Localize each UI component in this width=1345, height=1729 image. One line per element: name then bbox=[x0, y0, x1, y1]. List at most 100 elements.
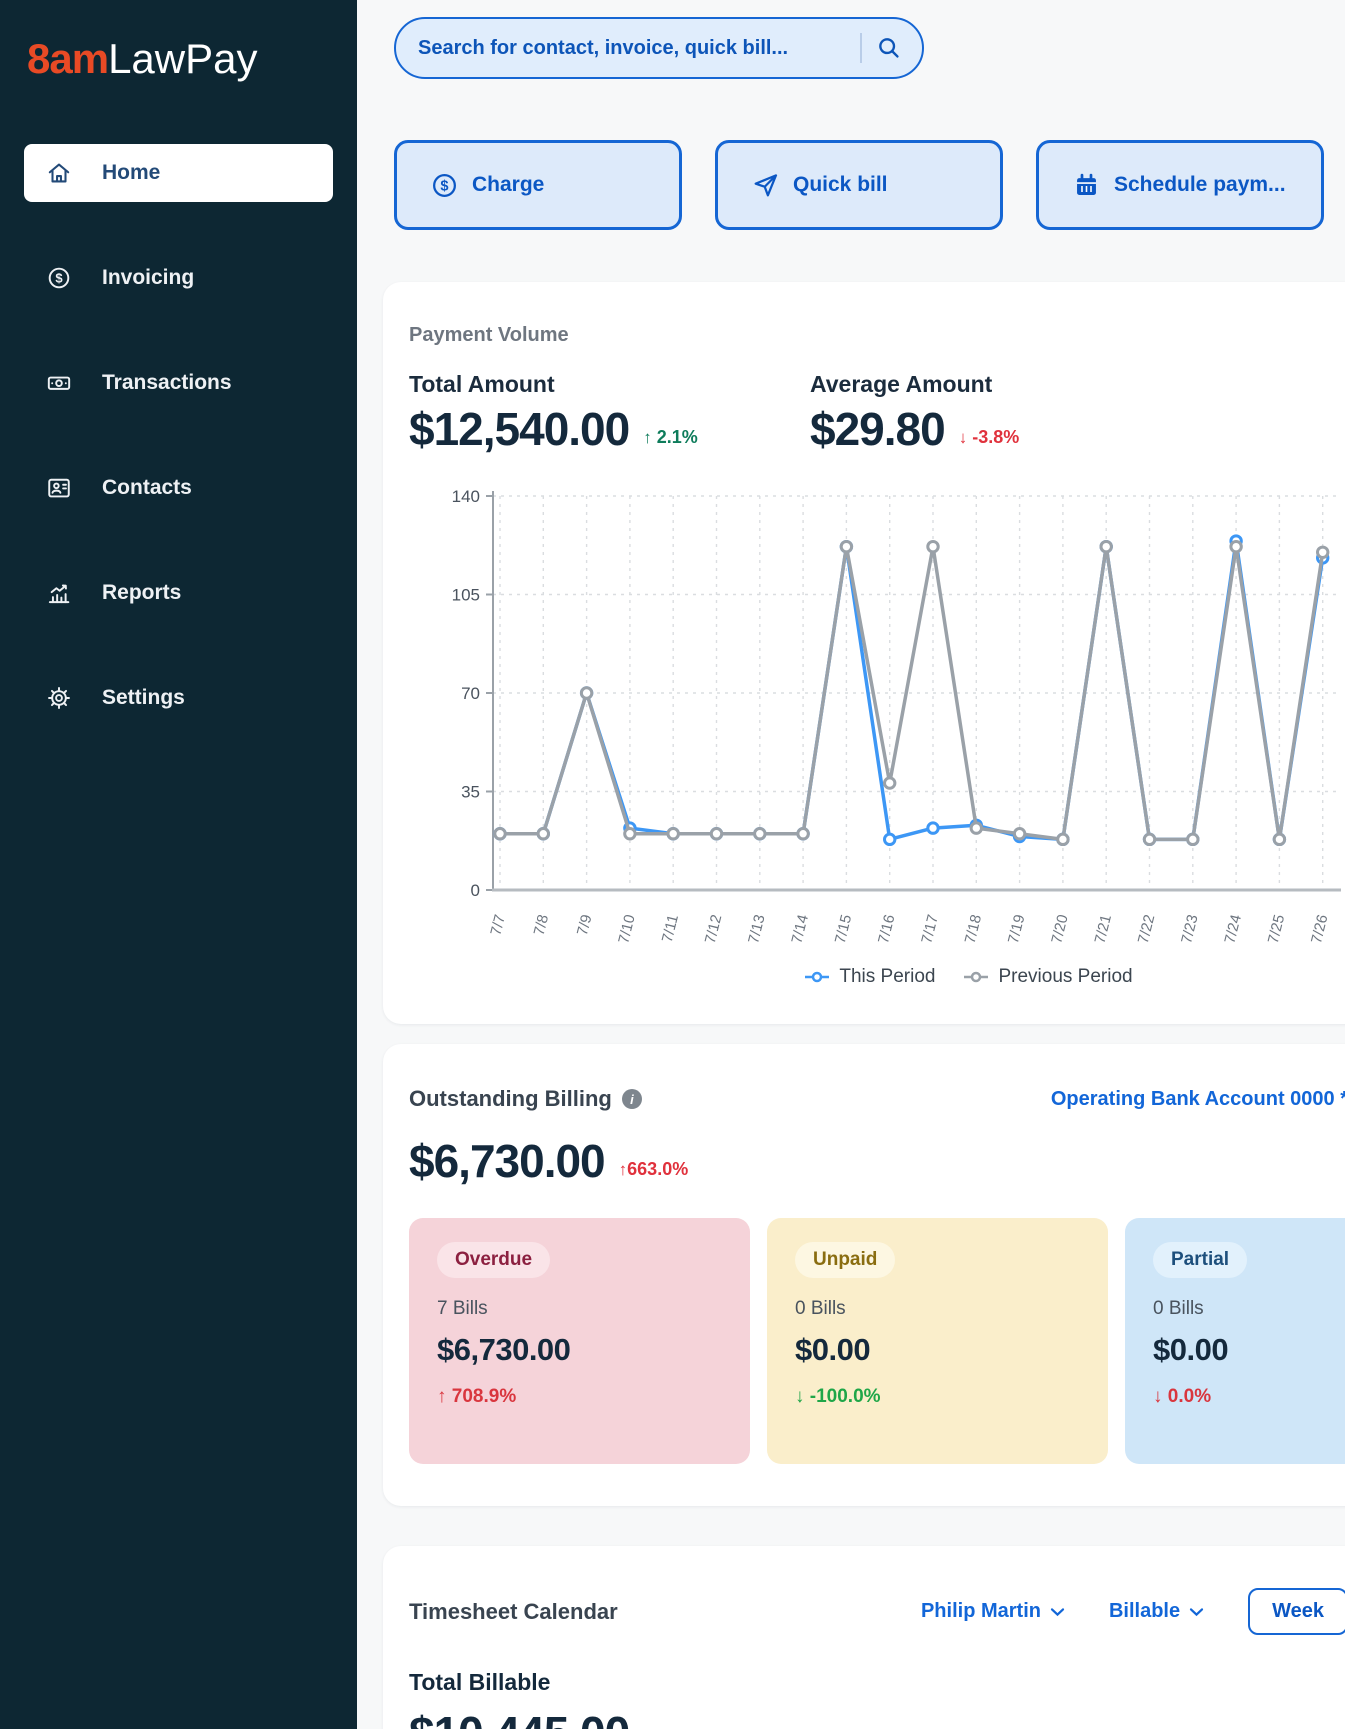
calendar-icon bbox=[1073, 172, 1100, 199]
svg-text:0: 0 bbox=[471, 881, 480, 900]
legend-this-period[interactable]: This Period bbox=[804, 966, 935, 988]
svg-text:7/17: 7/17 bbox=[918, 913, 942, 945]
sidebar-item-label: Contacts bbox=[102, 476, 192, 499]
up-arrow-icon: ↑ bbox=[618, 1160, 628, 1179]
overdue-card[interactable]: Overdue 7 Bills $6,730.00 ↑ 708.9% bbox=[409, 1218, 750, 1464]
app-logo: 8amLawPay bbox=[24, 36, 333, 82]
overdue-bills-count: 7 Bills bbox=[437, 1298, 488, 1319]
main-content: Search for contact, invoice, quick bill.… bbox=[357, 0, 1345, 1729]
svg-text:70: 70 bbox=[461, 684, 480, 703]
legend-previous-period[interactable]: Previous Period bbox=[963, 966, 1133, 988]
svg-text:7/21: 7/21 bbox=[1092, 913, 1116, 945]
svg-text:7/7: 7/7 bbox=[487, 913, 509, 937]
outstanding-billing-title: Outstanding Billing bbox=[409, 1086, 612, 1111]
total-amount-label: Total Amount bbox=[409, 371, 555, 397]
down-arrow-icon: ↓ bbox=[1153, 1386, 1163, 1407]
timesheet-calendar-card: Timesheet Calendar Philip Martin Billabl… bbox=[383, 1546, 1345, 1729]
svg-text:105: 105 bbox=[452, 586, 480, 605]
payment-volume-stats: Total Amount $12,540.00 ↑ 2.1% Average A… bbox=[409, 371, 1345, 456]
quick-bill-button[interactable]: Quick bill bbox=[715, 140, 1003, 230]
svg-text:7/24: 7/24 bbox=[1221, 913, 1245, 945]
svg-text:140: 140 bbox=[452, 487, 480, 506]
outstanding-billing-card: Outstanding Billing i Operating Bank Acc… bbox=[383, 1044, 1345, 1506]
search-bar[interactable]: Search for contact, invoice, quick bill.… bbox=[394, 17, 924, 79]
unpaid-bills-count: 0 Bills bbox=[795, 1298, 846, 1319]
quick-bill-label: Quick bill bbox=[793, 173, 888, 196]
line-chart: 7/7 7/8 7/9 7/10 7/11 7/12 7/13 7/14 7/15 7/16 7/1… bbox=[452, 487, 1341, 945]
total-amount-delta: ↑ 2.1% bbox=[643, 427, 698, 447]
sidebar-item-settings[interactable]: Settings bbox=[24, 669, 333, 727]
schedule-payment-button[interactable]: Schedule paym... bbox=[1036, 140, 1324, 230]
svg-text:7/19: 7/19 bbox=[1005, 913, 1029, 945]
sidebar-item-home[interactable]: Home bbox=[24, 144, 333, 202]
sidebar: 8amLawPay Home $ Invoicing bbox=[0, 0, 357, 1729]
average-amount-delta: ↓ -3.8% bbox=[958, 427, 1020, 447]
chart-legend: This Period Previous Period bbox=[499, 966, 1345, 988]
sidebar-item-label: Invoicing bbox=[102, 266, 195, 289]
logo-lawpay: LawPay bbox=[108, 35, 258, 82]
sidebar-item-transactions[interactable]: Transactions bbox=[24, 354, 333, 412]
partial-amount: $0.00 bbox=[1153, 1332, 1229, 1367]
sidebar-item-invoicing[interactable]: $ Invoicing bbox=[24, 249, 333, 307]
timesheet-controls: Philip Martin Billable Week bbox=[921, 1588, 1345, 1635]
svg-text:7/13: 7/13 bbox=[745, 913, 769, 945]
week-view-button[interactable]: Week bbox=[1248, 1588, 1345, 1635]
partial-delta: ↓ 0.0% bbox=[1153, 1386, 1212, 1407]
partial-badge: Partial bbox=[1153, 1242, 1248, 1278]
gear-icon bbox=[46, 685, 72, 711]
chevron-down-icon bbox=[1050, 1607, 1065, 1617]
quick-actions: $ Charge Quick bill bbox=[394, 140, 1345, 230]
dollar-circle-icon: $ bbox=[431, 172, 458, 199]
up-arrow-icon: ↑ bbox=[437, 1386, 447, 1407]
total-billable-value: $10,445.00 bbox=[409, 1706, 1345, 1729]
svg-text:7/26: 7/26 bbox=[1308, 913, 1332, 945]
unpaid-amount: $0.00 bbox=[795, 1332, 871, 1367]
billable-filter-dropdown[interactable]: Billable bbox=[1109, 1600, 1204, 1623]
sidebar-item-label: Reports bbox=[102, 581, 182, 604]
schedule-payment-label: Schedule paym... bbox=[1114, 173, 1286, 196]
svg-text:7/15: 7/15 bbox=[832, 913, 856, 945]
svg-text:7/11: 7/11 bbox=[659, 913, 682, 944]
sidebar-item-contacts[interactable]: Contacts bbox=[24, 459, 333, 517]
dollar-circle-icon: $ bbox=[46, 265, 72, 291]
svg-text:7/25: 7/25 bbox=[1265, 913, 1289, 945]
svg-text:7/12: 7/12 bbox=[702, 913, 726, 945]
svg-text:7/20: 7/20 bbox=[1048, 913, 1072, 945]
operating-bank-account-link[interactable]: Operating Bank Account 0000 * bbox=[1050, 1087, 1345, 1110]
svg-text:7/14: 7/14 bbox=[788, 913, 812, 945]
charge-button[interactable]: $ Charge bbox=[394, 140, 682, 230]
outstanding-amount: $6,730.00 bbox=[409, 1135, 606, 1187]
legend-label: Previous Period bbox=[998, 966, 1133, 987]
down-arrow-icon: ↓ bbox=[958, 428, 968, 447]
payment-volume-title: Payment Volume bbox=[409, 324, 569, 346]
average-amount-label: Average Amount bbox=[810, 371, 993, 397]
person-filter-dropdown[interactable]: Philip Martin bbox=[921, 1600, 1065, 1623]
search-input[interactable]: Search for contact, invoice, quick bill.… bbox=[418, 36, 789, 59]
svg-text:7/9: 7/9 bbox=[574, 913, 596, 937]
svg-text:7/8: 7/8 bbox=[531, 913, 553, 937]
svg-text:7/22: 7/22 bbox=[1135, 913, 1159, 945]
unpaid-delta: ↓ -100.0% bbox=[795, 1386, 881, 1407]
partial-card[interactable]: Partial 0 Bills $0.00 ↓ 0.0% bbox=[1125, 1218, 1345, 1464]
svg-text:35: 35 bbox=[461, 783, 480, 802]
svg-text:7/16: 7/16 bbox=[875, 913, 899, 945]
average-amount-stat: Average Amount $29.80 ↓ -3.8% bbox=[810, 371, 1019, 456]
bar-chart-icon bbox=[46, 580, 72, 606]
unpaid-badge: Unpaid bbox=[795, 1242, 896, 1278]
sidebar-item-reports[interactable]: Reports bbox=[24, 564, 333, 622]
sidebar-nav: Home $ Invoicing Transactions bbox=[24, 144, 333, 727]
info-icon[interactable]: i bbox=[621, 1089, 642, 1109]
timesheet-title: Timesheet Calendar bbox=[409, 1598, 618, 1624]
total-billable-label: Total Billable bbox=[409, 1669, 551, 1695]
contact-card-icon bbox=[46, 475, 72, 501]
overdue-amount: $6,730.00 bbox=[437, 1332, 571, 1367]
unpaid-card[interactable]: Unpaid 0 Bills $0.00 ↓ -100.0% bbox=[767, 1218, 1108, 1464]
search-divider bbox=[860, 33, 862, 63]
search-icon[interactable] bbox=[876, 35, 902, 61]
svg-text:7/23: 7/23 bbox=[1178, 913, 1202, 945]
sidebar-item-label: Settings bbox=[102, 686, 185, 709]
down-arrow-icon: ↓ bbox=[795, 1386, 805, 1407]
sidebar-item-label: Transactions bbox=[102, 371, 232, 394]
payment-volume-card: Payment Volume Total Amount $12,540.00 ↑… bbox=[383, 282, 1345, 1024]
